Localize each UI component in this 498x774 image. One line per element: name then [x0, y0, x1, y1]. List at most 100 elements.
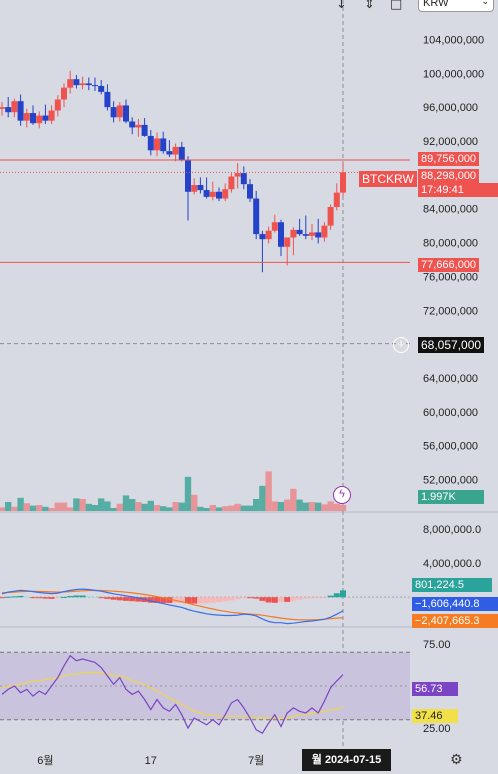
macd-histogram-bar	[147, 597, 154, 603]
volume-bar	[333, 503, 340, 511]
candle-body	[166, 151, 173, 155]
macd-histogram-bar	[296, 597, 303, 600]
lightning-icon[interactable]: ϟ	[333, 486, 351, 504]
candle-body	[92, 85, 98, 87]
volume-bar	[321, 504, 328, 511]
gear-icon[interactable]: ⚙	[450, 752, 463, 768]
candle-body	[48, 110, 55, 121]
time-tick-label: 17	[145, 755, 157, 767]
arrow-down-icon[interactable]: ↓	[336, 0, 347, 12]
volume-bar	[259, 485, 266, 511]
candle-body	[290, 229, 297, 238]
macd-histogram-bar	[116, 597, 123, 601]
volume-bar	[209, 505, 216, 511]
macd-axis: 8,000,000.0 4,000,000.0	[423, 524, 481, 570]
volume-bar	[104, 501, 111, 511]
signal-line-label: −2,407,665.3	[412, 614, 498, 628]
last-price-label: 88,298,000	[418, 169, 480, 183]
macd-histogram-bar	[197, 597, 204, 604]
signal-line	[1, 589, 344, 621]
macd-histogram-bar	[185, 597, 191, 604]
candle-body	[302, 234, 309, 236]
arrows-collapse-icon[interactable]: ⇕	[364, 0, 375, 12]
volume-bar	[246, 505, 254, 511]
macd-histogram-bar	[290, 597, 297, 601]
candle-body	[315, 232, 322, 238]
time-tick-label: 7월	[248, 754, 264, 767]
candle-body	[203, 190, 210, 197]
macd-histogram-label: 801,224.5	[412, 578, 492, 592]
price-tick-label: 104,000,000	[423, 34, 484, 46]
volume-bar	[48, 508, 55, 511]
volume-bar	[253, 499, 260, 511]
macd-histogram-bar	[42, 597, 49, 599]
volume-bar	[290, 488, 297, 511]
macd-histogram-bar	[123, 597, 129, 601]
volume-bar	[302, 502, 309, 511]
volume-bar	[228, 505, 235, 511]
macd-histogram-bar	[61, 596, 67, 598]
low-line-label: 77,666,000	[418, 258, 480, 272]
macd-histogram-bar	[247, 597, 253, 599]
volume-bar	[85, 503, 92, 511]
macd-histogram-bar	[228, 597, 235, 601]
candle-body	[327, 207, 334, 226]
price-tick-label: 100,000,000	[423, 68, 484, 80]
candle-body	[222, 189, 229, 199]
volume-bar	[203, 508, 210, 511]
macd-line	[1, 588, 344, 625]
price-tick-label: 64,000,000	[423, 373, 478, 385]
volume-bar	[315, 502, 322, 511]
candle-body	[178, 146, 185, 161]
price-tick-label: 84,000,000	[423, 204, 478, 216]
rsi-value-label: 56.73	[412, 682, 458, 696]
candle-body	[42, 115, 49, 121]
macd-histogram-bar	[54, 597, 61, 599]
top-toolbar: ↓ ⇕ □	[330, 0, 498, 12]
macd-histogram-bar	[216, 597, 222, 602]
volume-bar	[327, 501, 334, 511]
macd-line-label: −1,606,440.8	[412, 597, 498, 611]
currency-select[interactable]: KRW ⌄	[418, 0, 494, 12]
candle-body	[278, 222, 284, 247]
candle-body	[253, 198, 260, 235]
macd-histogram-bar	[302, 597, 309, 599]
macd-histogram-bar	[333, 593, 340, 598]
price-lines	[0, 159, 410, 345]
candlesticks	[0, 70, 346, 273]
candle-body	[61, 87, 67, 100]
add-alert-icon[interactable]: +	[393, 337, 409, 353]
candle-body	[340, 172, 346, 193]
volume-bar	[5, 502, 12, 511]
volume-bar	[308, 502, 316, 511]
volume-bar	[160, 506, 167, 511]
volume-bar	[79, 499, 86, 511]
candle-body	[54, 99, 61, 111]
price-tick-label: 60,000,000	[423, 407, 478, 419]
macd-histogram-bar	[67, 595, 74, 598]
square-icon[interactable]: □	[390, 0, 403, 12]
volume-bar	[197, 506, 204, 511]
crosshair-price-label: 68,057,000	[418, 337, 485, 353]
candle-body	[240, 173, 247, 185]
time-axis: 6월 17 7월	[37, 754, 264, 767]
candle-body	[228, 176, 235, 190]
candle-body	[116, 105, 123, 118]
candle-body	[216, 191, 222, 199]
candle-body	[160, 138, 167, 152]
volume-bars	[0, 471, 347, 511]
macd-histogram-bar	[253, 597, 260, 599]
volume-bar	[277, 502, 285, 511]
candle-body	[321, 225, 328, 238]
price-tick-label: 76,000,000	[423, 271, 478, 283]
macd-histogram-bar	[85, 596, 92, 598]
candle-body	[135, 124, 142, 128]
candle-body	[209, 191, 216, 197]
rsi-ma-label: 37.46	[412, 709, 458, 723]
volume-bar	[284, 499, 291, 511]
candle-body	[98, 85, 105, 92]
candle-body	[129, 121, 136, 128]
volume-bar	[42, 506, 49, 511]
macd-histogram-bar	[79, 595, 86, 598]
